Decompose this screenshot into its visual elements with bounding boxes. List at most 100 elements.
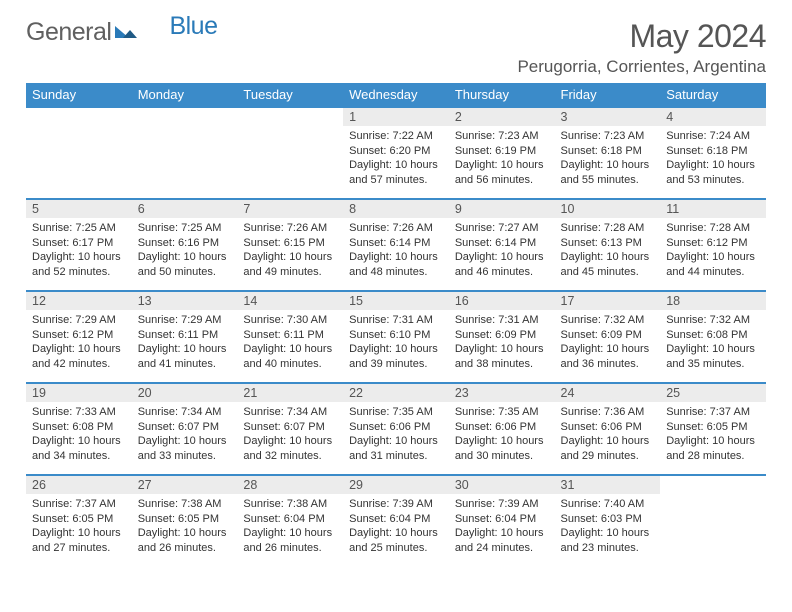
calendar-day-cell: 4Sunrise: 7:24 AM Sunset: 6:18 PM Daylig… xyxy=(660,107,766,199)
calendar-day-cell xyxy=(26,107,132,199)
title-block: May 2024 Perugorria, Corrientes, Argenti… xyxy=(517,18,766,77)
brand-word-2: Blue xyxy=(169,12,217,41)
calendar-week-row: 19Sunrise: 7:33 AM Sunset: 6:08 PM Dayli… xyxy=(26,383,766,475)
day-detail-text: Sunrise: 7:38 AM Sunset: 6:04 PM Dayligh… xyxy=(237,494,343,559)
day-detail-text: Sunrise: 7:32 AM Sunset: 6:09 PM Dayligh… xyxy=(555,310,661,375)
day-detail-text: Sunrise: 7:32 AM Sunset: 6:08 PM Dayligh… xyxy=(660,310,766,375)
day-detail-text: Sunrise: 7:35 AM Sunset: 6:06 PM Dayligh… xyxy=(449,402,555,467)
day-number: 12 xyxy=(26,292,132,310)
day-number: 27 xyxy=(132,476,238,494)
day-detail-text: Sunrise: 7:26 AM Sunset: 6:15 PM Dayligh… xyxy=(237,218,343,283)
day-number: 15 xyxy=(343,292,449,310)
calendar-day-cell: 28Sunrise: 7:38 AM Sunset: 6:04 PM Dayli… xyxy=(237,475,343,567)
day-number: 26 xyxy=(26,476,132,494)
calendar-day-cell: 20Sunrise: 7:34 AM Sunset: 6:07 PM Dayli… xyxy=(132,383,238,475)
day-number: 16 xyxy=(449,292,555,310)
weekday-header: Monday xyxy=(132,83,238,107)
page-header: General Blue May 2024 Perugorria, Corrie… xyxy=(26,18,766,77)
day-number: 11 xyxy=(660,200,766,218)
day-number: 29 xyxy=(343,476,449,494)
day-detail-text: Sunrise: 7:30 AM Sunset: 6:11 PM Dayligh… xyxy=(237,310,343,375)
weekday-header: Saturday xyxy=(660,83,766,107)
day-detail-text: Sunrise: 7:38 AM Sunset: 6:05 PM Dayligh… xyxy=(132,494,238,559)
day-detail-text: Sunrise: 7:26 AM Sunset: 6:14 PM Dayligh… xyxy=(343,218,449,283)
calendar-day-cell: 26Sunrise: 7:37 AM Sunset: 6:05 PM Dayli… xyxy=(26,475,132,567)
day-detail-text: Sunrise: 7:27 AM Sunset: 6:14 PM Dayligh… xyxy=(449,218,555,283)
calendar-week-row: 5Sunrise: 7:25 AM Sunset: 6:17 PM Daylig… xyxy=(26,199,766,291)
day-detail-text: Sunrise: 7:40 AM Sunset: 6:03 PM Dayligh… xyxy=(555,494,661,559)
calendar-table: Sunday Monday Tuesday Wednesday Thursday… xyxy=(26,83,766,567)
calendar-day-cell: 7Sunrise: 7:26 AM Sunset: 6:15 PM Daylig… xyxy=(237,199,343,291)
calendar-day-cell: 11Sunrise: 7:28 AM Sunset: 6:12 PM Dayli… xyxy=(660,199,766,291)
day-number: 24 xyxy=(555,384,661,402)
calendar-day-cell: 2Sunrise: 7:23 AM Sunset: 6:19 PM Daylig… xyxy=(449,107,555,199)
calendar-day-cell: 24Sunrise: 7:36 AM Sunset: 6:06 PM Dayli… xyxy=(555,383,661,475)
day-detail-text: Sunrise: 7:34 AM Sunset: 6:07 PM Dayligh… xyxy=(132,402,238,467)
day-number: 2 xyxy=(449,108,555,126)
day-number: 18 xyxy=(660,292,766,310)
day-number: 25 xyxy=(660,384,766,402)
calendar-day-cell: 3Sunrise: 7:23 AM Sunset: 6:18 PM Daylig… xyxy=(555,107,661,199)
day-detail-text: Sunrise: 7:23 AM Sunset: 6:19 PM Dayligh… xyxy=(449,126,555,191)
day-detail-text: Sunrise: 7:37 AM Sunset: 6:05 PM Dayligh… xyxy=(660,402,766,467)
day-number: 20 xyxy=(132,384,238,402)
location-subtitle: Perugorria, Corrientes, Argentina xyxy=(517,57,766,77)
calendar-day-cell: 19Sunrise: 7:33 AM Sunset: 6:08 PM Dayli… xyxy=(26,383,132,475)
day-number: 7 xyxy=(237,200,343,218)
day-number: 1 xyxy=(343,108,449,126)
day-detail-text: Sunrise: 7:22 AM Sunset: 6:20 PM Dayligh… xyxy=(343,126,449,191)
calendar-day-cell: 12Sunrise: 7:29 AM Sunset: 6:12 PM Dayli… xyxy=(26,291,132,383)
calendar-day-cell: 6Sunrise: 7:25 AM Sunset: 6:16 PM Daylig… xyxy=(132,199,238,291)
day-detail-text: Sunrise: 7:31 AM Sunset: 6:09 PM Dayligh… xyxy=(449,310,555,375)
day-detail-text: Sunrise: 7:25 AM Sunset: 6:17 PM Dayligh… xyxy=(26,218,132,283)
day-number: 8 xyxy=(343,200,449,218)
brand-logo: General Blue xyxy=(26,18,218,47)
calendar-week-row: 12Sunrise: 7:29 AM Sunset: 6:12 PM Dayli… xyxy=(26,291,766,383)
month-title: May 2024 xyxy=(517,18,766,55)
day-detail-text: Sunrise: 7:28 AM Sunset: 6:13 PM Dayligh… xyxy=(555,218,661,283)
calendar-day-cell: 15Sunrise: 7:31 AM Sunset: 6:10 PM Dayli… xyxy=(343,291,449,383)
calendar-day-cell: 8Sunrise: 7:26 AM Sunset: 6:14 PM Daylig… xyxy=(343,199,449,291)
calendar-day-cell: 1Sunrise: 7:22 AM Sunset: 6:20 PM Daylig… xyxy=(343,107,449,199)
day-number: 30 xyxy=(449,476,555,494)
day-number: 17 xyxy=(555,292,661,310)
calendar-day-cell: 10Sunrise: 7:28 AM Sunset: 6:13 PM Dayli… xyxy=(555,199,661,291)
calendar-day-cell: 18Sunrise: 7:32 AM Sunset: 6:08 PM Dayli… xyxy=(660,291,766,383)
calendar-day-cell xyxy=(660,475,766,567)
weekday-header: Friday xyxy=(555,83,661,107)
day-number: 23 xyxy=(449,384,555,402)
day-detail-text: Sunrise: 7:36 AM Sunset: 6:06 PM Dayligh… xyxy=(555,402,661,467)
brand-word-1: General xyxy=(26,18,111,47)
weekday-header: Tuesday xyxy=(237,83,343,107)
day-number: 4 xyxy=(660,108,766,126)
day-detail-text: Sunrise: 7:23 AM Sunset: 6:18 PM Dayligh… xyxy=(555,126,661,191)
calendar-week-row: 1Sunrise: 7:22 AM Sunset: 6:20 PM Daylig… xyxy=(26,107,766,199)
day-detail-text: Sunrise: 7:24 AM Sunset: 6:18 PM Dayligh… xyxy=(660,126,766,191)
day-detail-text: Sunrise: 7:31 AM Sunset: 6:10 PM Dayligh… xyxy=(343,310,449,375)
day-number: 21 xyxy=(237,384,343,402)
calendar-day-cell: 29Sunrise: 7:39 AM Sunset: 6:04 PM Dayli… xyxy=(343,475,449,567)
calendar-day-cell: 5Sunrise: 7:25 AM Sunset: 6:17 PM Daylig… xyxy=(26,199,132,291)
day-number: 9 xyxy=(449,200,555,218)
brand-mark-icon xyxy=(115,18,139,47)
day-number: 10 xyxy=(555,200,661,218)
calendar-day-cell: 13Sunrise: 7:29 AM Sunset: 6:11 PM Dayli… xyxy=(132,291,238,383)
day-detail-text: Sunrise: 7:33 AM Sunset: 6:08 PM Dayligh… xyxy=(26,402,132,467)
calendar-day-cell: 30Sunrise: 7:39 AM Sunset: 6:04 PM Dayli… xyxy=(449,475,555,567)
day-number: 3 xyxy=(555,108,661,126)
day-number: 14 xyxy=(237,292,343,310)
calendar-day-cell: 23Sunrise: 7:35 AM Sunset: 6:06 PM Dayli… xyxy=(449,383,555,475)
calendar-day-cell: 21Sunrise: 7:34 AM Sunset: 6:07 PM Dayli… xyxy=(237,383,343,475)
day-number: 22 xyxy=(343,384,449,402)
day-number: 13 xyxy=(132,292,238,310)
day-detail-text: Sunrise: 7:37 AM Sunset: 6:05 PM Dayligh… xyxy=(26,494,132,559)
calendar-day-cell: 22Sunrise: 7:35 AM Sunset: 6:06 PM Dayli… xyxy=(343,383,449,475)
day-number: 28 xyxy=(237,476,343,494)
day-detail-text: Sunrise: 7:28 AM Sunset: 6:12 PM Dayligh… xyxy=(660,218,766,283)
day-detail-text: Sunrise: 7:35 AM Sunset: 6:06 PM Dayligh… xyxy=(343,402,449,467)
calendar-day-cell: 14Sunrise: 7:30 AM Sunset: 6:11 PM Dayli… xyxy=(237,291,343,383)
calendar-page: General Blue May 2024 Perugorria, Corrie… xyxy=(0,0,792,577)
calendar-day-cell: 16Sunrise: 7:31 AM Sunset: 6:09 PM Dayli… xyxy=(449,291,555,383)
day-number: 31 xyxy=(555,476,661,494)
day-detail-text: Sunrise: 7:29 AM Sunset: 6:11 PM Dayligh… xyxy=(132,310,238,375)
